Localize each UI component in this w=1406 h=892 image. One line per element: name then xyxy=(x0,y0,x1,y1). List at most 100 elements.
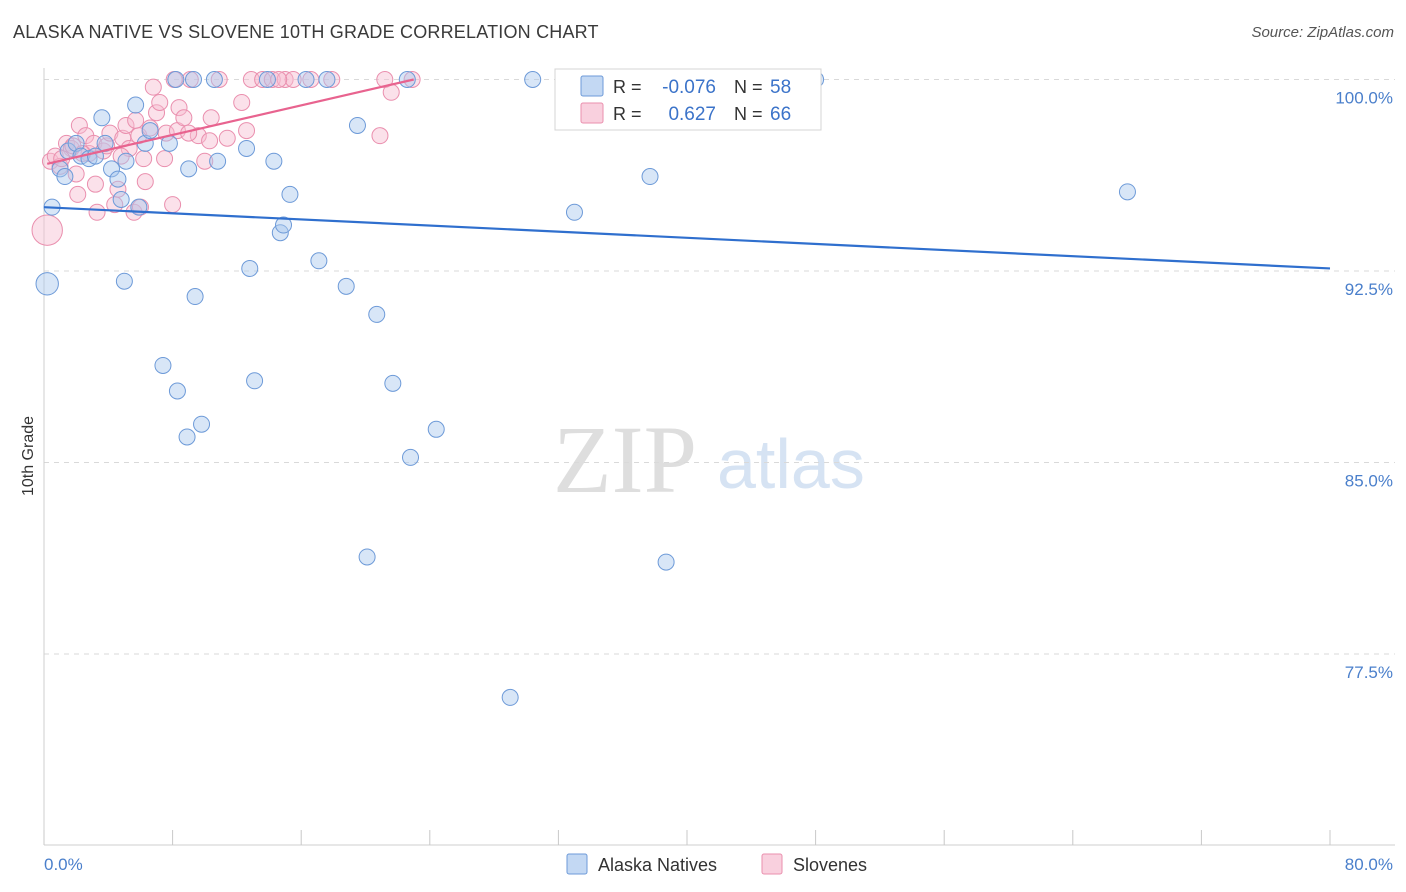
legend-r-label-1: R = xyxy=(613,77,642,97)
alaska-natives-point xyxy=(117,152,135,170)
alaska-natives-point xyxy=(154,356,172,374)
alaska-natives-point xyxy=(193,415,211,433)
alaska-natives-point xyxy=(398,71,416,88)
correlation-legend: R = -0.076 N = 58 R = 0.627 N = 66 xyxy=(554,68,822,131)
alaska-natives-point xyxy=(184,71,202,88)
alaska-natives-point xyxy=(281,185,299,203)
alaska-natives-point xyxy=(112,191,130,209)
gridlines xyxy=(44,79,1395,655)
alaska-natives-point xyxy=(358,548,376,566)
alaska-natives-point xyxy=(275,216,293,234)
alaska-natives-point xyxy=(337,277,355,295)
bottom-legend-slovenes: Slovenes xyxy=(793,855,867,875)
slovenes-point xyxy=(69,185,87,203)
alaska-natives-point xyxy=(241,259,259,277)
alaska-natives-point xyxy=(318,71,336,88)
legend-r-label-2: R = xyxy=(613,104,642,124)
alaska-natives-point xyxy=(35,272,59,296)
bottom-legend-pink-swatch xyxy=(761,853,783,875)
alaska-natives-point xyxy=(141,122,159,140)
alaska-natives-point xyxy=(565,203,583,221)
watermark-atlas: atlas xyxy=(717,425,865,503)
x-tick-label-min: 0.0% xyxy=(44,855,83,874)
alaska-natives-point xyxy=(127,96,145,114)
alaska-natives-point xyxy=(1118,183,1136,201)
y-tick-label: 100.0% xyxy=(1335,89,1393,108)
legend-n-value-2: 66 xyxy=(770,104,791,125)
alaska-natives-point xyxy=(265,152,283,170)
slovenes-point xyxy=(31,214,63,246)
alaska-natives-point xyxy=(167,71,185,88)
bottom-legend: Alaska Natives Slovenes xyxy=(566,853,867,875)
y-tick-label: 92.5% xyxy=(1345,280,1393,299)
slovenes-point xyxy=(136,173,154,191)
slovenes-point xyxy=(196,152,214,170)
slovenes-point xyxy=(151,93,169,111)
alaska-natives-point xyxy=(501,688,519,706)
slovenes-point xyxy=(170,99,188,117)
alaska-natives-trendline xyxy=(43,206,1331,270)
slovenes-point xyxy=(371,127,389,145)
slovenes-point xyxy=(109,180,127,198)
y-tick-label: 77.5% xyxy=(1345,663,1393,682)
bottom-legend-alaska-natives: Alaska Natives xyxy=(598,855,717,875)
slovenes-point xyxy=(218,129,236,147)
slovenes-point xyxy=(127,111,145,129)
slovenes-point xyxy=(67,165,85,183)
slovenes-point xyxy=(210,71,228,88)
alaska-natives-point xyxy=(56,168,74,186)
alaska-natives-point xyxy=(402,448,420,466)
alaska-natives-point xyxy=(297,71,315,88)
legend-blue-swatch xyxy=(580,75,604,97)
legend-pink-swatch xyxy=(580,102,604,124)
alaska-natives-point xyxy=(103,160,121,178)
source-credit: Source: ZipAtlas.com xyxy=(1251,24,1394,41)
slovenes-point xyxy=(86,175,104,193)
alaska-natives-point xyxy=(168,382,186,400)
x-tick-label-max: 80.0% xyxy=(1345,855,1393,874)
alaska-natives-point xyxy=(238,139,256,157)
alaska-natives-point xyxy=(186,288,204,306)
alaska-natives-point xyxy=(205,71,223,88)
alaska-natives-point xyxy=(427,420,445,438)
alaska-natives-point xyxy=(180,160,198,178)
alaska-natives-point xyxy=(246,372,264,390)
slovenes-point xyxy=(233,93,251,111)
alaska-natives-point xyxy=(524,71,542,88)
slovenes-point xyxy=(88,203,106,221)
slovenes-point xyxy=(156,150,174,168)
slovenes-point xyxy=(263,71,281,88)
y-axis-label: 10th Grade xyxy=(20,416,37,496)
legend-n-value-1: 58 xyxy=(770,77,791,98)
alaska-natives-point xyxy=(384,374,402,392)
alaska-natives-point xyxy=(310,252,328,270)
slovenes-point xyxy=(164,196,182,214)
alaska-natives-point xyxy=(109,170,127,188)
slovenes-point xyxy=(323,71,341,88)
alaska-natives-point xyxy=(67,134,85,152)
alaska-natives-point xyxy=(258,71,276,88)
alaska-natives-point xyxy=(209,152,227,170)
alaska-natives-points xyxy=(35,71,1136,706)
legend-n-label-1: N = xyxy=(734,77,763,97)
slovenes-point xyxy=(144,78,162,96)
slovenes-point xyxy=(202,109,220,127)
chart-title: ALASKA NATIVE VS SLOVENE 10TH GRADE CORR… xyxy=(13,22,599,42)
slovenes-point xyxy=(201,132,219,150)
alaska-natives-point xyxy=(348,116,366,134)
legend-r-value-2: 0.627 xyxy=(668,104,716,125)
alaska-natives-point xyxy=(641,168,659,186)
slovenes-point xyxy=(101,124,119,142)
slovenes-point xyxy=(112,147,130,165)
alaska-natives-point xyxy=(657,553,675,571)
legend-n-label-2: N = xyxy=(734,104,763,124)
slovenes-point xyxy=(284,71,302,88)
slovenes-point xyxy=(148,104,166,122)
slovenes-point xyxy=(189,127,207,145)
slovenes-point xyxy=(117,116,135,134)
legend-r-value-1: -0.076 xyxy=(662,77,716,98)
slovenes-point xyxy=(238,122,256,140)
slovenes-point xyxy=(70,116,88,134)
alaska-natives-point xyxy=(368,305,386,323)
